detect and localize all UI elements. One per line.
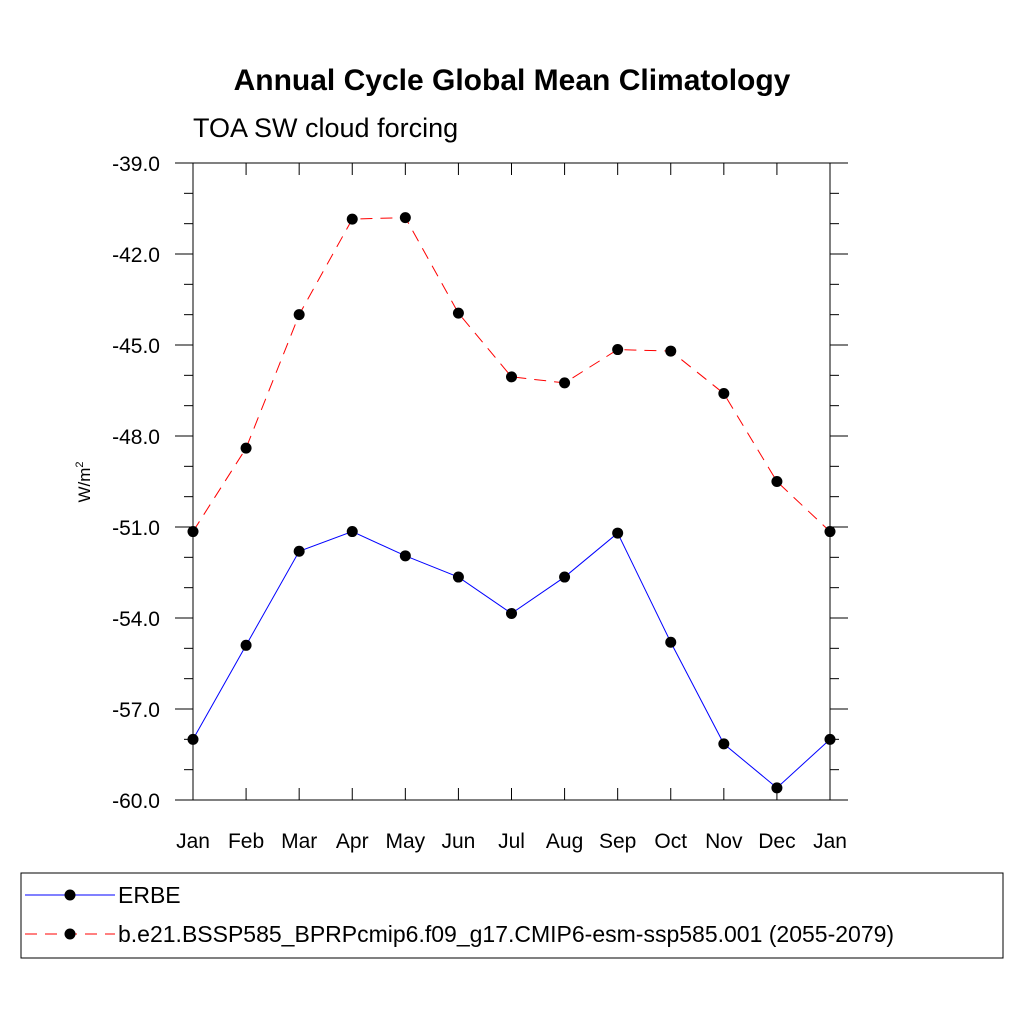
x-tick-label: Aug (546, 830, 583, 853)
x-tick-label: Jan (813, 830, 847, 853)
y-tick-label: -60.0 (112, 790, 160, 813)
legend-box (20, 872, 1004, 959)
legend-marker-erbe (64, 889, 76, 901)
data-point-erbe (771, 782, 783, 794)
data-point-model (559, 377, 571, 389)
x-tick-label: Feb (228, 830, 264, 853)
data-point-model (399, 212, 411, 224)
legend-label-erbe: ERBE (118, 882, 181, 908)
data-point-model (824, 526, 836, 538)
x-tick-label: Jun (441, 830, 475, 853)
data-point-erbe (506, 607, 517, 619)
x-tick-label: Oct (654, 830, 687, 853)
plot-area: Jan Feb Mar Apr May Jun Jul Aug Sep Oct Nov Dec Jan-… (112, 153, 848, 853)
y-tick-label: -48.0 (112, 426, 160, 449)
x-tick-label: Mar (281, 830, 317, 853)
legend-marker-model (64, 928, 76, 940)
plot-frame (192, 162, 831, 801)
data-point-model (187, 526, 199, 538)
y-tick-label: -42.0 (112, 244, 160, 267)
data-point-model (293, 309, 305, 321)
data-point-model (612, 344, 624, 356)
data-point-erbe (240, 639, 252, 651)
y-tick-label: -51.0 (112, 517, 160, 540)
data-point-erbe (187, 733, 199, 745)
chart-title: Annual Cycle Global Mean Climatology (234, 64, 791, 97)
chart-subtitle: TOA SW cloud forcing (193, 113, 458, 143)
data-point-model (240, 442, 252, 454)
data-point-erbe (559, 571, 571, 583)
x-tick-label: Apr (336, 830, 369, 853)
data-point-model (665, 345, 677, 357)
x-tick-label: May (385, 830, 425, 853)
y-tick-label: -39.0 (112, 153, 160, 176)
data-point-erbe (452, 571, 464, 583)
y-axis-label-base: W/m (75, 468, 94, 503)
data-point-erbe (718, 738, 730, 750)
series-line-erbe (192, 531, 831, 789)
data-point-erbe (346, 526, 358, 538)
data-point-erbe (612, 527, 624, 539)
legend-label-model: b.e21.BSSP585_BPRPcmip6.f09_g17.CMIP6-es… (118, 921, 894, 947)
x-tick-label: Jan (176, 830, 210, 853)
y-tick-label: -45.0 (112, 335, 160, 358)
data-point-erbe (824, 733, 836, 745)
legend: ERBE b.e21.BSSP585_BPRPcmip6.f09_g17.CMI… (20, 872, 1004, 959)
y-axis-label: W/m2 (74, 461, 94, 502)
x-tick-label: Jul (498, 830, 525, 853)
data-point-model (452, 307, 464, 319)
data-point-model (718, 388, 730, 400)
y-axis-label-superscript: 2 (74, 461, 86, 467)
x-tick-label: Sep (599, 830, 636, 853)
x-tick-label: Dec (758, 830, 795, 853)
y-tick-label: -54.0 (112, 608, 160, 631)
data-point-erbe (293, 545, 305, 557)
data-point-model (346, 213, 358, 225)
svg-text:W/m2: W/m2 (74, 461, 94, 502)
data-point-model (506, 371, 517, 383)
y-tick-label: -57.0 (112, 699, 160, 722)
data-point-erbe (665, 636, 677, 648)
x-tick-label: Nov (705, 830, 743, 853)
data-point-model (771, 476, 783, 487)
data-point-erbe (399, 550, 411, 562)
